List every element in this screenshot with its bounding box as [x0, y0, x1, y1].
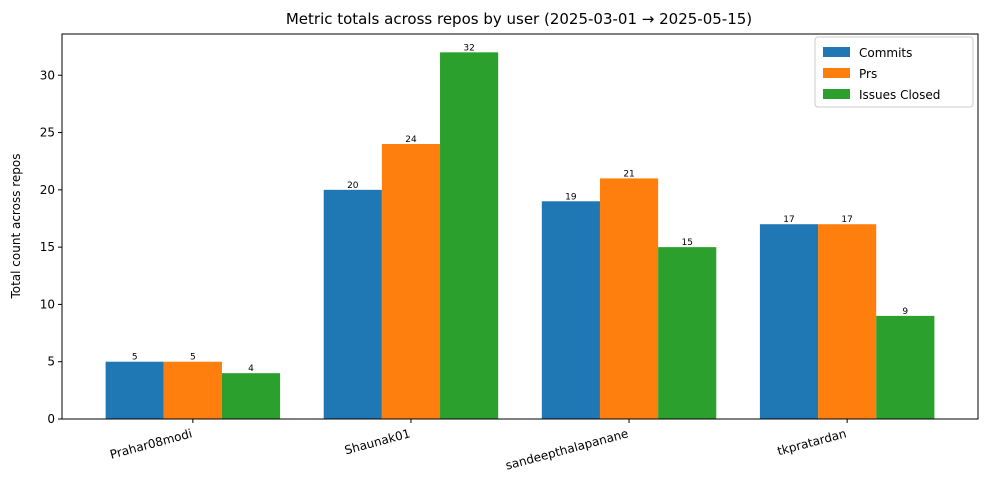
legend-label: Prs: [859, 67, 877, 81]
y-axis-label: Total count across repos: [9, 153, 23, 299]
legend-swatch: [823, 68, 850, 78]
bar: [876, 315, 935, 419]
bar: [163, 361, 222, 419]
data-label: 20: [347, 181, 359, 191]
data-label: 4: [248, 364, 254, 374]
bar: [440, 52, 499, 419]
bar: [818, 224, 877, 419]
bar: [221, 373, 281, 419]
data-label: 24: [405, 135, 417, 145]
plot-area: 5 20 19 17 5 24 21 17 4 32 15 9: [61, 33, 979, 420]
bar: [658, 247, 717, 419]
data-label: 17: [841, 215, 852, 225]
y-tick-label: 30: [40, 68, 55, 82]
bar: [381, 144, 441, 419]
y-axis: 0 5 10 15 20 25 30: [40, 68, 62, 426]
x-axis: Prahar08modi Shaunak01 sandeepthalapanane t…: [108, 419, 848, 473]
data-label: 5: [132, 353, 138, 363]
data-label: 9: [902, 307, 908, 317]
data-label: 15: [681, 238, 692, 248]
y-tick-label: 15: [40, 240, 55, 254]
legend-label: Issues Closed: [859, 88, 940, 102]
bar: [599, 178, 659, 419]
legend-label: Commits: [859, 46, 912, 60]
y-tick-label: 0: [47, 412, 55, 426]
legend: Commits Prs Issues Closed: [814, 36, 974, 108]
plot-frame: [61, 33, 979, 420]
x-tick-label: tkpratardan: [776, 426, 848, 458]
chart-title: Metric totals across repos by user (2025…: [286, 10, 752, 28]
data-label: 19: [565, 192, 577, 202]
y-tick-label: 10: [40, 297, 55, 311]
x-tick-label: sandeepthalapanane: [504, 426, 630, 472]
legend-frame: [814, 36, 974, 108]
y-tick-label: 5: [47, 355, 55, 369]
y-tick-label: 20: [40, 183, 55, 197]
bar: [105, 361, 164, 419]
data-label: 32: [463, 43, 474, 53]
legend-swatch: [823, 89, 850, 99]
x-tick-label: Prahar08modi: [108, 426, 193, 461]
x-tick-label: Shaunak01: [343, 426, 412, 457]
data-label: 17: [783, 215, 794, 225]
data-label: 5: [190, 353, 196, 363]
data-label: 21: [623, 169, 634, 179]
bar: [323, 189, 382, 419]
bar: [541, 201, 600, 419]
y-tick-label: 25: [40, 126, 55, 140]
bar: [759, 224, 819, 419]
legend-swatch: [823, 47, 850, 57]
